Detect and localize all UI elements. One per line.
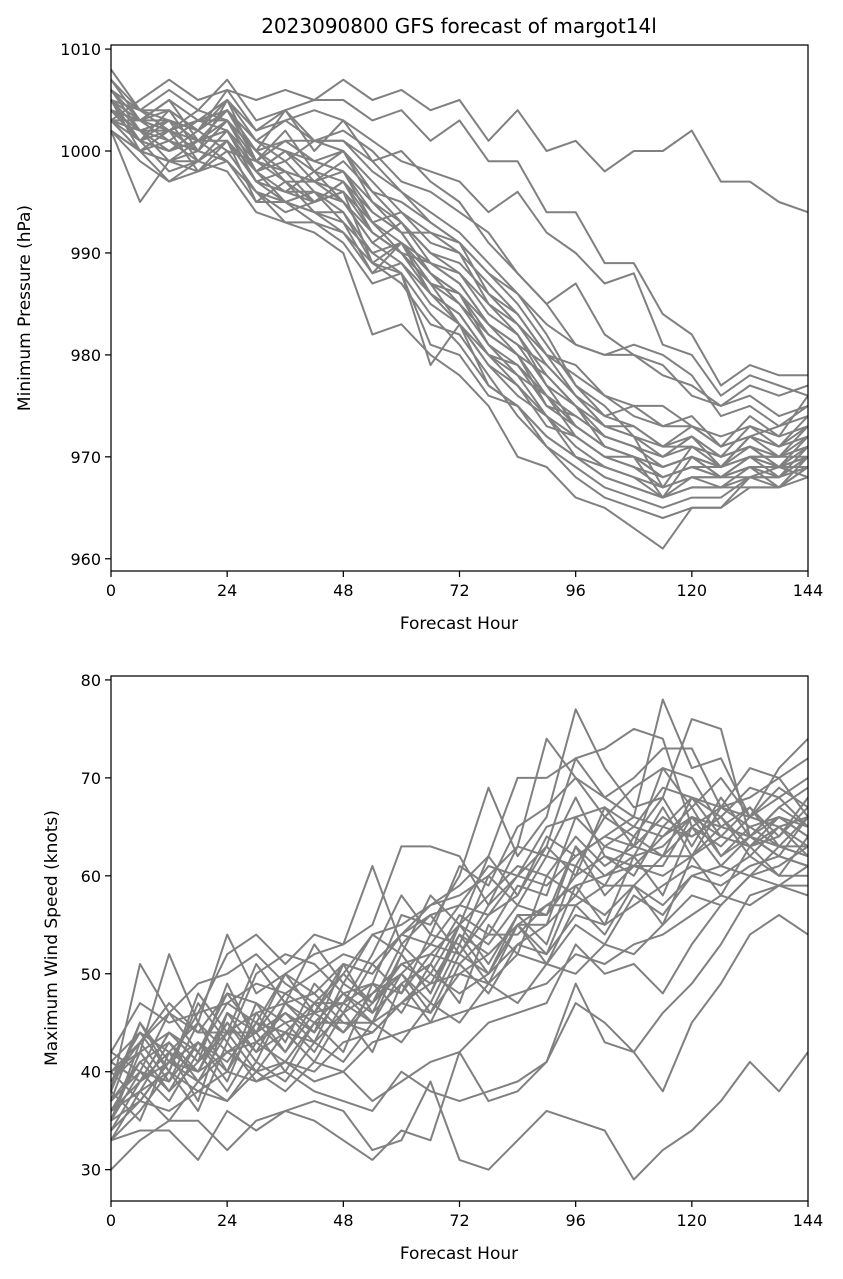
pressure-y-axis-label: Minimum Pressure (hPa) xyxy=(15,205,35,411)
pressure-y-tick-label: 970 xyxy=(70,448,101,467)
wind-x-tick-label: 24 xyxy=(217,1211,237,1230)
wind-member-line-6 xyxy=(110,747,809,1073)
wind-y-tick-label: 40 xyxy=(81,1063,101,1082)
pressure-x-tick-label: 120 xyxy=(677,581,708,600)
pressure-member-line-27 xyxy=(110,129,809,509)
pressure-x-axis-label: Forecast Hour xyxy=(400,614,518,634)
wind-y-tick-label: 60 xyxy=(81,867,101,886)
wind-x-tick-label: 72 xyxy=(449,1211,469,1230)
wind-y-axis-label: Maximum Wind Speed (knots) xyxy=(42,810,62,1066)
pressure-series-group xyxy=(110,68,809,550)
pressure-y-ticks: 960 970 980 990 1000 1010 xyxy=(60,40,111,569)
pressure-member-line-30 xyxy=(110,119,809,479)
wind-member-line-24 xyxy=(110,767,809,1092)
pressure-y-tick-label: 990 xyxy=(70,244,101,263)
pressure-y-tick-label: 960 xyxy=(70,550,101,569)
pressure-y-tick-label: 980 xyxy=(70,346,101,365)
wind-x-tick-label: 120 xyxy=(677,1211,708,1230)
wind-member-line-30 xyxy=(110,865,809,1141)
pressure-member-line-2 xyxy=(110,78,808,387)
wind-member-line-2 xyxy=(110,1051,809,1181)
pressure-x-tick-label: 96 xyxy=(565,581,585,600)
pressure-member-line-31 xyxy=(110,109,809,489)
pressure-x-ticks: 0 24 48 72 96 120 144 xyxy=(106,571,823,600)
pressure-member-line-21 xyxy=(110,89,809,448)
wind-x-ticks: 0 24 48 72 96 120 144 xyxy=(106,1201,823,1230)
wind-y-ticks: 30 40 50 60 70 80 xyxy=(81,671,111,1180)
pressure-x-tick-label: 144 xyxy=(793,581,824,600)
wind-panel: 0 24 48 72 96 120 144 30 40 50 60 70 80 Forecast Ho… xyxy=(42,671,823,1264)
pressure-member-line-22 xyxy=(110,109,809,468)
pressure-x-tick-label: 72 xyxy=(449,581,469,600)
pressure-panel: 0 24 48 72 96 120 144 960 970 980 990 1000 1010 For… xyxy=(15,40,823,634)
pressure-x-tick-label: 48 xyxy=(333,581,353,600)
wind-x-tick-label: 96 xyxy=(565,1211,585,1230)
pressure-x-tick-label: 24 xyxy=(217,581,237,600)
wind-x-tick-label: 48 xyxy=(333,1211,353,1230)
wind-member-line-29 xyxy=(110,836,809,1083)
wind-member-line-31 xyxy=(110,816,809,1083)
wind-y-tick-label: 50 xyxy=(81,965,101,984)
wind-x-axis-label: Forecast Hour xyxy=(400,1244,518,1264)
wind-y-tick-label: 80 xyxy=(81,671,101,690)
wind-y-tick-label: 70 xyxy=(81,769,101,788)
figure-title: 2023090800 GFS forecast of margot14l xyxy=(261,14,657,38)
wind-member-line-25 xyxy=(110,796,809,1112)
wind-x-tick-label: 144 xyxy=(793,1211,824,1230)
wind-series-group xyxy=(110,698,809,1181)
wind-member-line-27 xyxy=(110,845,809,1103)
pressure-y-tick-label: 1000 xyxy=(60,142,101,161)
wind-x-tick-label: 0 xyxy=(106,1211,116,1230)
pressure-x-tick-label: 0 xyxy=(106,581,116,600)
wind-y-tick-label: 30 xyxy=(81,1161,101,1180)
pressure-y-tick-label: 1010 xyxy=(60,40,101,59)
